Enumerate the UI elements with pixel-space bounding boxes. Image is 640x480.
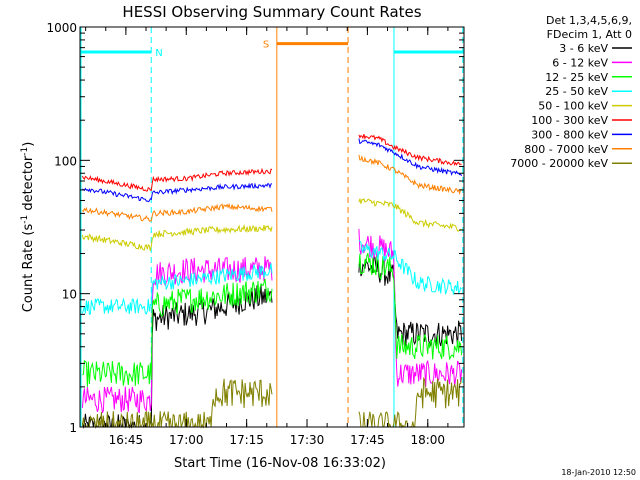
legend-entry: 7000 - 20000 keV (510, 157, 608, 170)
y-tick-label: 1 (69, 421, 77, 435)
series-trace (82, 278, 273, 387)
y-axis-label-part3: ) (21, 142, 36, 147)
series-trace (358, 252, 463, 360)
legend-entry: 100 - 300 keV (531, 114, 608, 127)
y-axis-label-sup2: -1 (20, 147, 30, 156)
series-trace (81, 263, 273, 316)
x-tick-label: 17:45 (350, 433, 385, 447)
series-7 (82, 154, 462, 222)
series-trace (358, 138, 463, 177)
x-axis-label: Start Time (16-Nov-08 16:33:02) (174, 456, 386, 471)
y-axis-label: Count Rate (s-1 detector-1) (20, 142, 36, 313)
series-2 (82, 252, 463, 387)
series-trace (81, 223, 273, 251)
x-tick-label: 17:30 (290, 433, 325, 447)
series-trace (358, 376, 463, 429)
x-tick-label: 17:00 (169, 433, 204, 447)
chart-title: HESSI Observing Summary Count Rates (122, 3, 421, 21)
series-trace (81, 378, 273, 429)
legend-entry: 25 - 50 keV (545, 85, 608, 98)
y-axis-label-part2: detector (21, 155, 36, 215)
legend-header: FDecim 1, Att 0 (547, 28, 632, 41)
legend-entry: 800 - 7000 keV (524, 143, 608, 156)
series-trace (82, 202, 273, 222)
y-axis-label-sup1: -1 (20, 215, 30, 224)
y-tick-label: 1000 (46, 21, 77, 35)
series-trace (358, 197, 462, 232)
series-trace (358, 154, 462, 196)
y-axis-label-part1: Count Rate (s (21, 224, 36, 313)
x-tick-label: 16:45 (109, 433, 144, 447)
axis-layer: 16:45 17:00 17:15 17:30 17:45 18:00 1 10 100 1000 (46, 21, 464, 447)
plot-frame (79, 26, 465, 428)
plot-layer: NS (80, 27, 464, 429)
legend-entry: 3 - 6 keV (559, 42, 608, 55)
legend-entry: 50 - 100 keV (538, 100, 608, 113)
x-tick-label: 17:15 (229, 433, 264, 447)
series-trace (82, 182, 273, 203)
legend-header: Det 1,3,4,5,6,9, (546, 14, 632, 27)
series-6 (82, 138, 463, 203)
footer-timestamp: 18-Jan-2010 12:50 (561, 468, 636, 477)
series-trace (358, 228, 463, 388)
series-1 (81, 228, 463, 414)
legend-entry: 12 - 25 keV (545, 71, 608, 84)
series-trace (358, 133, 462, 166)
y-tick-label: 10 (62, 288, 77, 302)
y-tick-label: 100 (54, 154, 77, 168)
series-4 (81, 197, 462, 251)
legend: Det 1,3,4,5,6,9,FDecim 1, Att 03 - 6 keV… (510, 14, 632, 170)
series-trace (358, 240, 462, 295)
x-tick-label: 18:00 (410, 433, 445, 447)
series-5 (81, 133, 462, 192)
flag-label: S (263, 40, 269, 51)
flag-n-1 (393, 27, 464, 427)
legend-entry: 300 - 800 keV (531, 128, 608, 141)
flag-label: N (155, 48, 162, 59)
legend-entry: 6 - 12 keV (552, 56, 608, 69)
flag-S-2: S (263, 27, 349, 427)
series-trace (81, 256, 273, 414)
series-trace (81, 167, 273, 192)
series-3 (81, 240, 462, 316)
